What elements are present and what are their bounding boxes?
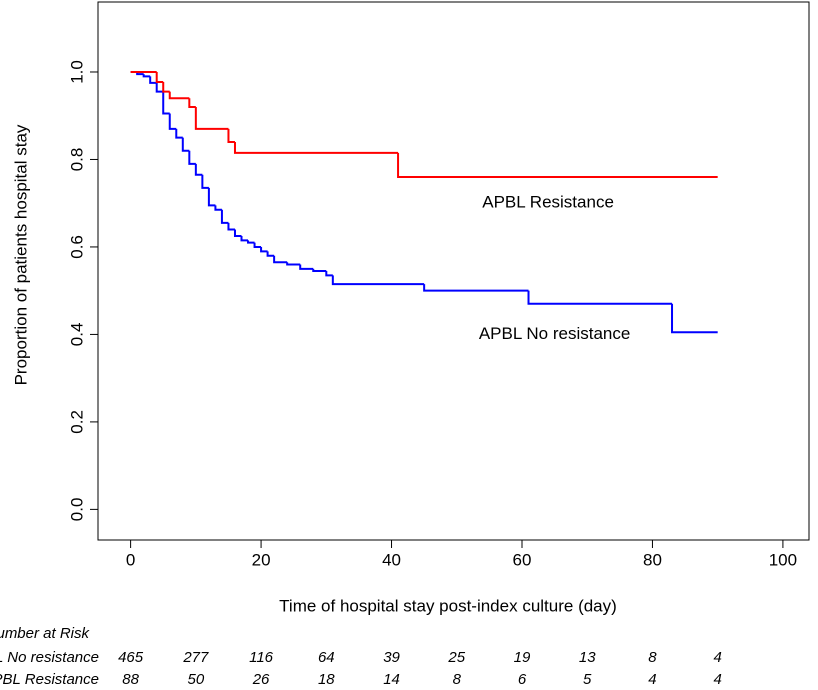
x-tick-label: 20: [252, 550, 271, 569]
survival-step: [233, 141, 399, 154]
survival-step: [240, 236, 249, 242]
x-axis-label: Time of hospital stay post-index culture…: [279, 596, 617, 615]
risk-count: 50: [188, 671, 205, 688]
y-tick-label: 0.8: [67, 148, 86, 172]
y-tick-label: 0.2: [67, 410, 86, 434]
survival-step: [194, 163, 203, 176]
survival-step: [423, 284, 529, 292]
x-tick-label: 0: [126, 550, 135, 569]
survival-step: [227, 222, 235, 231]
survival-step: [188, 98, 196, 108]
y-tick-label: 1.0: [67, 60, 86, 84]
survival-step: [247, 240, 255, 244]
risk-count: 6: [518, 671, 527, 688]
survival-step: [299, 264, 314, 270]
survival-step: [397, 152, 718, 178]
risk-row-label: APBL Resistance: [0, 671, 99, 688]
curve-label: APBL No resistance: [479, 324, 631, 343]
y-tick-label: 0.0: [67, 498, 86, 522]
survival-step: [227, 128, 235, 143]
risk-count: 88: [122, 671, 139, 688]
survival-step: [168, 113, 177, 130]
survival-step: [312, 268, 327, 272]
survival-step: [286, 262, 301, 266]
survival-step: [149, 76, 157, 84]
survival-step: [168, 91, 190, 100]
risk-count: 277: [182, 649, 209, 666]
survival-step: [273, 255, 288, 264]
risk-count: 19: [514, 649, 531, 666]
risk-count: 5: [583, 671, 592, 688]
risk-count: 4: [648, 671, 656, 688]
x-tick-label: 100: [769, 550, 797, 569]
risk-count: 18: [318, 671, 335, 688]
y-tick-label: 0.4: [67, 323, 86, 347]
survival-step: [207, 187, 216, 207]
survival-step: [253, 242, 262, 248]
risk-count: 116: [249, 649, 274, 666]
risk-count: 14: [383, 671, 400, 688]
survival-step: [214, 205, 222, 211]
plot-frame: [97, 1, 810, 541]
survival-step: [233, 229, 242, 238]
survival-step: [155, 71, 164, 84]
x-tick-label: 80: [643, 550, 662, 569]
survival-step: [671, 303, 718, 334]
survival-step: [188, 150, 196, 165]
risk-table-title: Number at Risk: [0, 625, 91, 642]
risk-count: 8: [453, 671, 462, 688]
curve-label: APBL Resistance: [482, 193, 614, 212]
x-tick-label: 60: [513, 550, 532, 569]
survival-step: [331, 275, 425, 286]
x-tick-label: 40: [382, 550, 401, 569]
y-tick-label: 0.6: [67, 235, 86, 259]
risk-count: 465: [118, 649, 144, 666]
survival-step: [181, 137, 190, 152]
y-axis-label: Proportion of patients hospital stay: [11, 124, 30, 385]
risk-row-label: APBL No resistance: [0, 649, 99, 666]
risk-count: 4: [714, 671, 722, 688]
survival-step: [142, 74, 151, 78]
survival-step: [201, 174, 209, 189]
risk-count: 13: [579, 649, 596, 666]
survival-step: [175, 128, 183, 139]
risk-count: 26: [252, 671, 270, 688]
survival-step: [162, 82, 170, 93]
risk-count: 4: [714, 649, 722, 666]
risk-count: 64: [318, 649, 335, 666]
survival-step: [325, 271, 333, 277]
survival-step: [266, 251, 275, 257]
risk-count: 39: [383, 649, 400, 666]
survival-step: [220, 209, 229, 224]
risk-count: 25: [447, 649, 465, 666]
survival-step: [162, 91, 170, 115]
survival-step: [527, 290, 673, 305]
survival-step: [194, 106, 229, 130]
survival-step: [155, 82, 164, 93]
survival-step: [260, 246, 268, 253]
risk-count: 8: [648, 649, 657, 666]
